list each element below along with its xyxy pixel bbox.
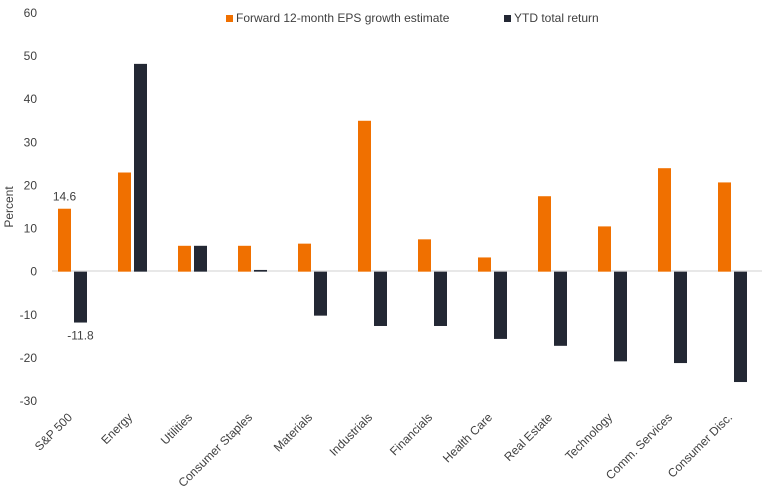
legend-swatch <box>226 15 233 22</box>
ytd-return-bar <box>254 269 267 272</box>
ytd-return-bar <box>734 271 747 383</box>
x-tick-label: Industrials <box>327 410 376 459</box>
x-tick-label: S&P 500 <box>32 410 75 453</box>
y-tick-label: -20 <box>20 351 38 365</box>
x-tick-label: Energy <box>98 410 135 447</box>
y-tick-label: 60 <box>24 6 38 20</box>
y-tick-label: 30 <box>24 135 38 149</box>
ytd-return-bar <box>554 271 567 346</box>
ytd-return-bar <box>674 271 687 364</box>
ytd-return-bar <box>194 245 207 272</box>
eps-growth-bar <box>118 172 131 272</box>
eps-growth-bar <box>298 243 311 272</box>
eps-growth-bar <box>538 196 551 272</box>
eps-growth-bar <box>658 168 671 272</box>
ytd-return-bar <box>614 271 627 362</box>
eps-growth-bar <box>358 120 371 272</box>
x-tick-label: Financials <box>387 410 435 458</box>
eps-growth-bar <box>178 245 191 272</box>
legend-label: YTD total return <box>514 11 599 25</box>
data-label: 14.6 <box>53 190 77 204</box>
x-tick-label: Real Estate <box>501 410 555 464</box>
y-tick-label: -10 <box>20 308 38 322</box>
y-tick-label: 50 <box>24 49 38 63</box>
y-tick-label: -30 <box>20 394 38 408</box>
x-tick-label: Health Care <box>440 410 495 465</box>
data-labels: 14.6 -11.8 <box>53 190 94 343</box>
y-axis-title: Percent <box>2 186 16 228</box>
x-tick-label: Technology <box>562 410 615 463</box>
x-tick-label: Materials <box>271 410 315 454</box>
eps-growth-bar <box>58 208 71 272</box>
eps-growth-bar <box>478 257 491 272</box>
bars-group <box>58 63 747 383</box>
eps-growth-bar <box>598 226 611 272</box>
ytd-return-bar <box>434 271 447 326</box>
ytd-return-bar <box>374 271 387 326</box>
eps-growth-bar <box>718 182 731 272</box>
legend-label: Forward 12-month EPS growth estimate <box>236 11 450 25</box>
y-tick-label: 20 <box>24 178 38 192</box>
y-tick-label: 10 <box>24 222 38 236</box>
x-tick-label: Consumer Disc. <box>665 410 735 480</box>
legend: Forward 12-month EPS growth estimate YTD … <box>226 11 599 25</box>
y-axis: -30 -20 -10 0 10 20 30 40 50 60 <box>20 6 38 408</box>
y-tick-label: 40 <box>24 92 38 106</box>
eps-growth-bar <box>418 239 431 272</box>
ytd-return-bar <box>494 271 507 339</box>
data-label: -11.8 <box>67 329 94 343</box>
ytd-return-bar <box>74 271 87 323</box>
eps-growth-bar <box>238 245 251 272</box>
ytd-return-bar <box>134 63 147 272</box>
y-tick-label: 0 <box>30 265 37 279</box>
x-tick-label: Utilities <box>158 410 195 447</box>
legend-swatch <box>504 15 511 22</box>
ytd-return-bar <box>314 271 327 316</box>
